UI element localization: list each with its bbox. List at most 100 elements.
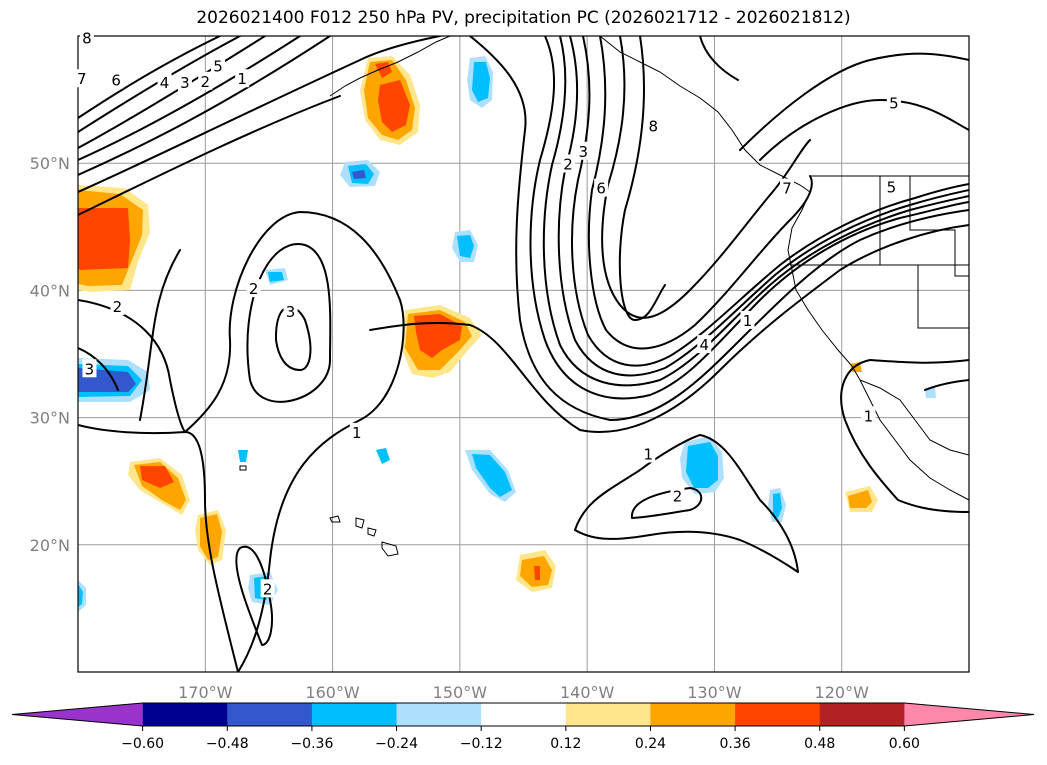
contour-label-halo (157, 73, 172, 92)
pv-contour (840, 359, 969, 513)
pv-contour (759, 99, 969, 161)
colorbar: −0.60 −0.48 −0.36 −0.24 −0.12 0.12 0.24 0.36 0.4… (11, 702, 1035, 752)
precip-blob (352, 170, 366, 179)
colorbar-tick-label: −0.36 (290, 736, 333, 752)
colorbar-tick-label: −0.60 (121, 736, 164, 752)
contour-label-halo (646, 116, 661, 135)
contour-label: 8 (649, 117, 659, 135)
contour-label-halo (177, 73, 192, 92)
contour-label: 6 (596, 180, 606, 198)
precip-blob (457, 235, 474, 258)
contour-label-halo (211, 56, 226, 75)
contour-label-halo (641, 444, 656, 463)
contour-label-halo (861, 406, 876, 425)
colorbar-tick-label: 0.48 (804, 736, 835, 752)
contour-label-halo (594, 178, 609, 197)
lat-tick-label: 40°N (30, 281, 70, 300)
contour-label: 7 (77, 70, 87, 88)
precip-blob (472, 454, 512, 497)
pv-contour (184, 211, 405, 672)
west-coast-usa (787, 191, 969, 501)
pv-contour (78, 36, 266, 149)
pv-contour (571, 36, 969, 367)
chart-title: 2026021400 F012 250 hPa PV, precipitatio… (196, 8, 851, 28)
contour-label: 6 (111, 72, 121, 90)
colorbar-tick-label: 0.60 (889, 736, 920, 752)
contour-label-halo (561, 154, 576, 173)
pv-contour (574, 434, 799, 573)
pv-contour (246, 242, 332, 403)
lon-tick-label: 120°W (815, 683, 870, 702)
contour-label: 2 (201, 73, 211, 91)
contour-label: 4 (160, 74, 170, 92)
precip-blob (472, 62, 490, 102)
colorbar-segment (227, 703, 313, 726)
lat-tick-label: 30°N (30, 409, 70, 428)
contour-label-halo (740, 310, 755, 329)
lon-tick-label: 170°W (178, 683, 233, 702)
state-border (909, 176, 969, 277)
island (239, 465, 247, 471)
precip-blob (238, 450, 248, 462)
contour-label: 1 (643, 445, 653, 463)
pv-contour (78, 36, 331, 176)
pv-contour (78, 95, 341, 216)
map-frame (77, 35, 970, 673)
contour-label-halo (198, 71, 213, 90)
precip-blob (140, 466, 174, 488)
colorbar-tick-label: −0.12 (460, 736, 503, 752)
precip-blob (376, 448, 390, 464)
contour-label-halo (235, 69, 250, 88)
precip-blob (268, 272, 284, 282)
lon-tick-label: 160°W (305, 683, 360, 702)
pv-contour (78, 36, 441, 193)
pv-contour (78, 36, 301, 161)
baja-coast (859, 379, 969, 456)
pv-contour (601, 36, 811, 319)
contour-label: 3 (180, 74, 190, 92)
contour-label: 8 (82, 30, 92, 48)
contour-label: 1 (864, 407, 874, 425)
contour-label: 5 (889, 94, 899, 112)
coastlines (239, 36, 969, 557)
colorbar-tick-label: 0.36 (720, 736, 751, 752)
pv-contour (542, 36, 969, 387)
colorbar-tick-label: 0.12 (550, 736, 581, 752)
pv-contour (469, 36, 969, 421)
contour-label: 3 (286, 303, 296, 321)
contour-label-halo (884, 177, 899, 196)
pv-contour (78, 36, 221, 119)
contour-label-halo (246, 279, 261, 298)
contour-label: 1 (743, 312, 753, 330)
contour-label-halo (260, 579, 275, 598)
contour-label-halo (110, 296, 125, 315)
precip-blob (78, 584, 83, 607)
pv-contour (78, 36, 241, 133)
precip-blob (534, 566, 540, 580)
colorbar-segment (396, 703, 482, 726)
hawaii-islands (329, 515, 399, 557)
north-america-coast (329, 36, 451, 97)
contour-label: 1 (352, 424, 362, 442)
contour-label: 2 (673, 487, 683, 505)
pv-contour (587, 36, 813, 350)
contour-label: 5 (213, 58, 223, 76)
pv-contour (235, 545, 273, 646)
contour-label-halo (886, 93, 901, 112)
contour-label: 1 (237, 70, 247, 88)
pv-contour (924, 379, 969, 391)
contour-label: 3 (579, 143, 589, 161)
contour-label: 3 (85, 360, 95, 378)
contour-label-halo (349, 422, 364, 441)
lat-tick-label: 20°N (30, 536, 70, 555)
pv-contour (369, 224, 969, 433)
colorbar-tick-label: −0.24 (375, 736, 418, 752)
pv-contour (139, 249, 181, 421)
colorbar-extend-low (12, 703, 143, 726)
contour-label: 2 (563, 155, 573, 173)
precip-blob (686, 442, 718, 488)
pv-contour (630, 487, 703, 519)
axis-ticks: 170°W 160°W 150°W 140°W 130°W 120°W 20°N 30°N 40… (30, 154, 869, 702)
pv-contour (78, 424, 239, 672)
